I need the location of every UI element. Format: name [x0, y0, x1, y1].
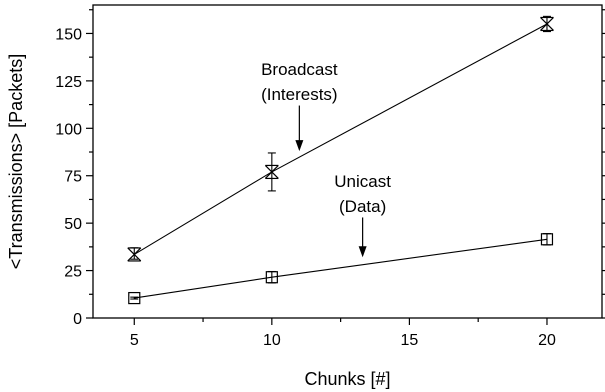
x-tick-label: 20 — [538, 332, 556, 349]
y-tick-label: 100 — [55, 121, 82, 138]
data-point-square — [128, 291, 141, 305]
annotation-text: (Data) — [339, 197, 386, 216]
data-point-x — [540, 17, 554, 31]
y-tick-label: 150 — [55, 26, 82, 43]
y-tick-label: 75 — [64, 169, 82, 186]
annotation-arrow-head — [358, 246, 367, 258]
data-point-square — [265, 271, 278, 284]
y-tick-label: 0 — [73, 311, 82, 328]
y-tick-label: 125 — [55, 74, 82, 91]
annotation-arrow-head — [295, 140, 304, 152]
data-point-square — [540, 233, 554, 246]
annotation-text: Broadcast — [261, 60, 338, 79]
series-line — [134, 238, 548, 299]
annotation-text: (Interests) — [261, 85, 338, 104]
x-tick-label: 5 — [130, 332, 139, 349]
data-point-x — [264, 165, 279, 179]
x-tick-label: 15 — [401, 332, 419, 349]
y-axis-label: <Transmissions> [Packets] — [6, 54, 26, 269]
y-tick-label: 25 — [64, 264, 82, 281]
x-tick-label: 10 — [263, 332, 281, 349]
plot-area: 5 10 15 20 0 25 50 75 100 125 150 Chunks [#] <Transm… — [6, 4, 605, 389]
data-point-x — [127, 247, 142, 262]
series-line — [133, 23, 548, 255]
x-axis-label: Chunks [#] — [304, 369, 390, 389]
annotation-text: Unicast — [334, 172, 391, 191]
plot-frame — [92, 4, 603, 319]
y-tick-label: 50 — [64, 216, 82, 233]
